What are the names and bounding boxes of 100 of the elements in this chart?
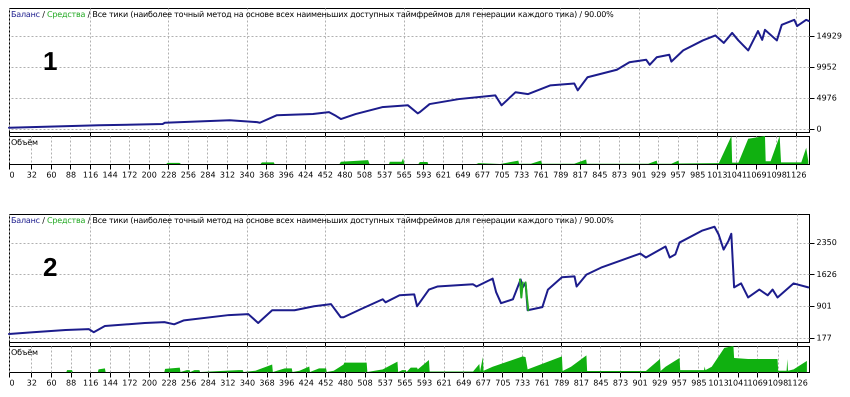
x-tick-label: 452 [318, 378, 334, 388]
x-tick-label: 508 [357, 378, 373, 388]
x-tick-label: 32 [26, 170, 37, 180]
x-tick-label: 424 [298, 378, 314, 388]
x-tick-label: 144 [102, 170, 118, 180]
x-tick-label: 228 [161, 378, 177, 388]
y-tick-label: 177 [816, 334, 832, 343]
x-tick-label: 1013 [708, 378, 729, 388]
x-tick-label: 761 [534, 170, 549, 180]
x-tick-label: 312 [220, 170, 236, 180]
x-tick-label: 508 [356, 170, 372, 180]
x-tick-label: 593 [416, 170, 432, 180]
x-tick-label: 901 [632, 378, 648, 388]
y-tick-label: 901 [816, 302, 832, 311]
x-tick-label: 1069 [748, 378, 768, 388]
x-tick-label: 368 [258, 170, 274, 180]
legend-label: Средства [47, 10, 86, 19]
x-tick-label: 537 [377, 170, 392, 180]
x-tick-label: 256 [181, 378, 196, 388]
line-series [8, 226, 810, 335]
x-tick-label: 88 [66, 170, 76, 180]
chart-title: Объём [11, 348, 38, 357]
y-tick-label: 2350 [816, 238, 837, 248]
x-tick-label: 873 [612, 378, 628, 388]
x-tick-label: 1098 [766, 170, 787, 180]
y-tick-label: 9952 [816, 62, 837, 72]
x-tick-label: 733 [514, 378, 530, 388]
y-tick-label: 1626 [816, 270, 837, 279]
x-tick-label: 789 [554, 378, 570, 388]
x-tick-label: 1069 [746, 170, 767, 180]
x-tick-label: 649 [456, 378, 472, 388]
x-tick-label: 733 [514, 170, 530, 180]
x-tick-label: 845 [593, 378, 609, 388]
chart-title: Объём [11, 138, 38, 147]
x-tick-label: 0 [10, 378, 15, 388]
x-tick-label: 677 [476, 378, 491, 388]
x-tick-label: 873 [612, 170, 628, 180]
x-tick-label: 284 [200, 378, 216, 388]
x-tick-label: 88 [66, 378, 76, 388]
x-tick-label: 340 [239, 170, 255, 180]
x-tick-label: 677 [474, 170, 490, 180]
text: Средства [47, 216, 86, 225]
x-tick-label: 116 [83, 378, 98, 388]
x-tick-label: 789 [553, 170, 568, 180]
y-tick-label: 0 [816, 124, 822, 134]
x-tick-label: 593 [416, 378, 432, 388]
x-tick-label: 1041 [726, 170, 748, 180]
x-tick-label: 396 [279, 378, 294, 388]
x-tick-label: 621 [436, 378, 452, 388]
x-tick-label: 929 [650, 170, 666, 180]
x-tick-label: 985 [691, 378, 707, 388]
x-tick-label: 901 [631, 170, 647, 180]
x-tick-label: 929 [652, 378, 668, 388]
chart-title: / Все тики (наиболее точный метод на основе всех наименьших доступных таймфреймов для генерации каждого тика) / 90.00% [88, 216, 614, 225]
x-tick-label: 172 [122, 170, 138, 180]
x-tick-label: 957 [672, 378, 687, 388]
x-tick-label: 957 [670, 170, 686, 180]
annotation: 2 [43, 252, 58, 283]
x-tick-label: 452 [318, 170, 333, 180]
x-tick-label: 621 [436, 170, 452, 180]
y-tick-label: 14929 [816, 31, 842, 40]
x-tick-label: 761 [534, 378, 550, 388]
x-tick-label: 817 [574, 378, 589, 388]
x-tick-label: 284 [200, 170, 216, 180]
text: Баланс [11, 216, 40, 225]
x-tick-label: 32 [26, 378, 37, 388]
x-tick-label: 565 [396, 170, 412, 180]
x-tick-label: 1098 [768, 378, 788, 388]
x-tick-label: 200 [142, 378, 158, 388]
x-tick-label: 312 [220, 378, 236, 388]
x-tick-label: 256 [180, 170, 196, 180]
x-tick-label: 228 [161, 170, 176, 180]
x-tick-label: 817 [572, 170, 588, 180]
annotation: / [42, 216, 45, 225]
chart-title: / Все тики (наиболее точный метод на основе всех наименьших доступных таймфреймов для генерации каждого тика) / 90.00% [88, 10, 614, 19]
x-tick-label: 845 [592, 170, 608, 180]
x-tick-label: 705 [494, 170, 510, 180]
x-tick-label: 480 [337, 170, 353, 180]
x-tick-label: 985 [690, 170, 706, 180]
x-tick-label: 172 [122, 378, 138, 388]
x-tick-label: 0 [10, 170, 15, 180]
annotation: 1 [43, 46, 58, 77]
x-tick-label: 424 [298, 170, 314, 180]
x-tick-label: 537 [378, 378, 393, 388]
x-tick-label: 480 [338, 378, 354, 388]
x-tick-label: 705 [495, 378, 511, 388]
x-tick-label: 649 [455, 170, 471, 180]
text: Баланс [11, 10, 40, 19]
y-tick-label: 4976 [816, 93, 837, 102]
x-tick-label: 116 [82, 170, 98, 180]
x-tick-label: 1126 [786, 170, 806, 180]
x-tick-label: 396 [278, 170, 294, 180]
x-tick-label: 368 [259, 378, 275, 388]
x-tick-label: 60 [46, 378, 57, 388]
x-tick-label: 60 [46, 170, 57, 180]
annotation: / [42, 10, 45, 19]
x-tick-label: 1013 [707, 170, 728, 180]
x-tick-label: 565 [397, 378, 413, 388]
x-tick-label: 144 [102, 378, 118, 388]
x-tick-label: 200 [142, 170, 157, 180]
